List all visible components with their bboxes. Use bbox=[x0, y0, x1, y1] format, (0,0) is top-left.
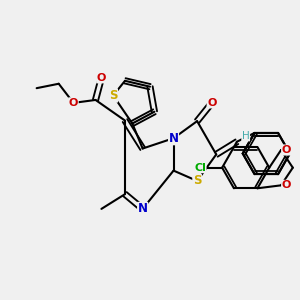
Text: O: O bbox=[282, 180, 291, 190]
Text: S: S bbox=[193, 174, 201, 188]
Text: O: O bbox=[69, 98, 78, 108]
Text: N: N bbox=[138, 202, 148, 215]
Text: Cl: Cl bbox=[194, 163, 206, 173]
Text: S: S bbox=[109, 89, 117, 102]
Text: N: N bbox=[169, 132, 178, 145]
Text: O: O bbox=[282, 145, 291, 155]
Text: H: H bbox=[242, 131, 250, 141]
Text: O: O bbox=[97, 73, 106, 83]
Text: O: O bbox=[207, 98, 217, 108]
